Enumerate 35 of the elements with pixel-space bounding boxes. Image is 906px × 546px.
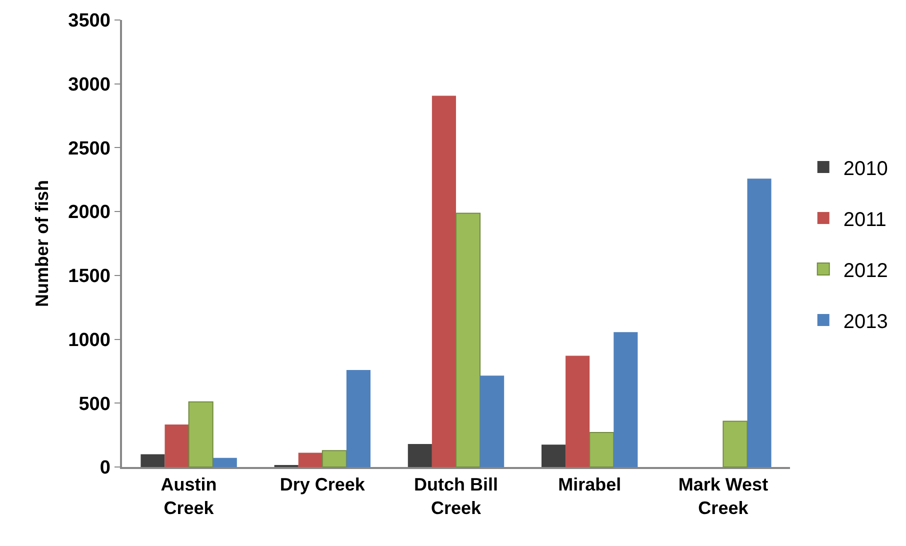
legend-label: 2013 (843, 310, 888, 333)
bar (322, 450, 347, 467)
bar (298, 452, 322, 467)
bar (188, 401, 214, 467)
bar (432, 96, 456, 467)
bar (480, 376, 504, 467)
bar (456, 212, 481, 467)
legend-label: 2010 (843, 158, 888, 180)
x-tick-label: Dutch Bill Creek (414, 474, 498, 518)
y-tick-label: 1500 (68, 266, 110, 288)
y-tick-label: 3000 (68, 74, 110, 96)
y-tick-label: 2500 (68, 138, 110, 160)
bar (566, 356, 590, 467)
y-tick-label: 0 (100, 458, 110, 479)
bar (542, 444, 566, 467)
y-tick-label: 500 (78, 394, 110, 415)
y-tick-label: 3500 (68, 10, 110, 32)
x-tick-label: Mark West Creek (678, 474, 768, 518)
bar (346, 370, 370, 467)
bar (408, 444, 432, 467)
y-tick-label: 1000 (68, 330, 110, 351)
x-tick-label: Austin Creek (160, 474, 217, 518)
y-axis-title: Number of fish (32, 180, 52, 308)
legend-label: 2011 (843, 208, 886, 231)
bar (164, 424, 189, 467)
bar (614, 332, 638, 467)
bar (140, 454, 165, 467)
y-tick-label: 2000 (68, 202, 110, 224)
x-tick-label: Dry Creek (280, 474, 366, 494)
x-tick-label: Mirabel (558, 474, 622, 494)
bar (589, 432, 614, 467)
bar (722, 420, 748, 467)
legend-label: 2012 (843, 260, 888, 282)
bar (212, 458, 237, 467)
bar (747, 178, 772, 467)
